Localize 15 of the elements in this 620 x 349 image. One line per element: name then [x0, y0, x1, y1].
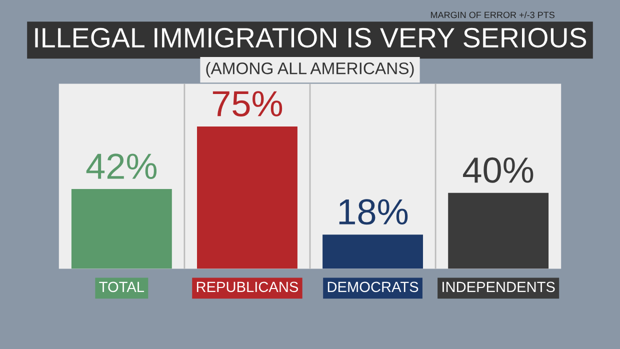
- data-label: 42%: [86, 154, 157, 179]
- data-label: 40%: [463, 157, 534, 183]
- chart-title: ILLEGAL IMMIGRATION IS VERY SERIOUS: [35, 28, 586, 48]
- bar: [197, 126, 298, 269]
- x-tick-label: DEMOCRATS: [328, 282, 418, 292]
- data-label: 18%: [339, 199, 408, 225]
- data-label: 75%: [212, 91, 282, 117]
- text: MARGIN OF ERROR +/-3 PTS: [430, 11, 554, 18]
- x-tick-label: TOTAL: [99, 282, 144, 292]
- bar: [448, 192, 549, 269]
- chart-subtitle: (AMONG ALL AMERICANS): [206, 62, 414, 78]
- x-tick-label: INDEPENDENTS: [442, 282, 555, 292]
- x-tick-label: REPUBLICANS: [196, 282, 298, 292]
- bar: [71, 189, 172, 269]
- bar: [322, 234, 423, 269]
